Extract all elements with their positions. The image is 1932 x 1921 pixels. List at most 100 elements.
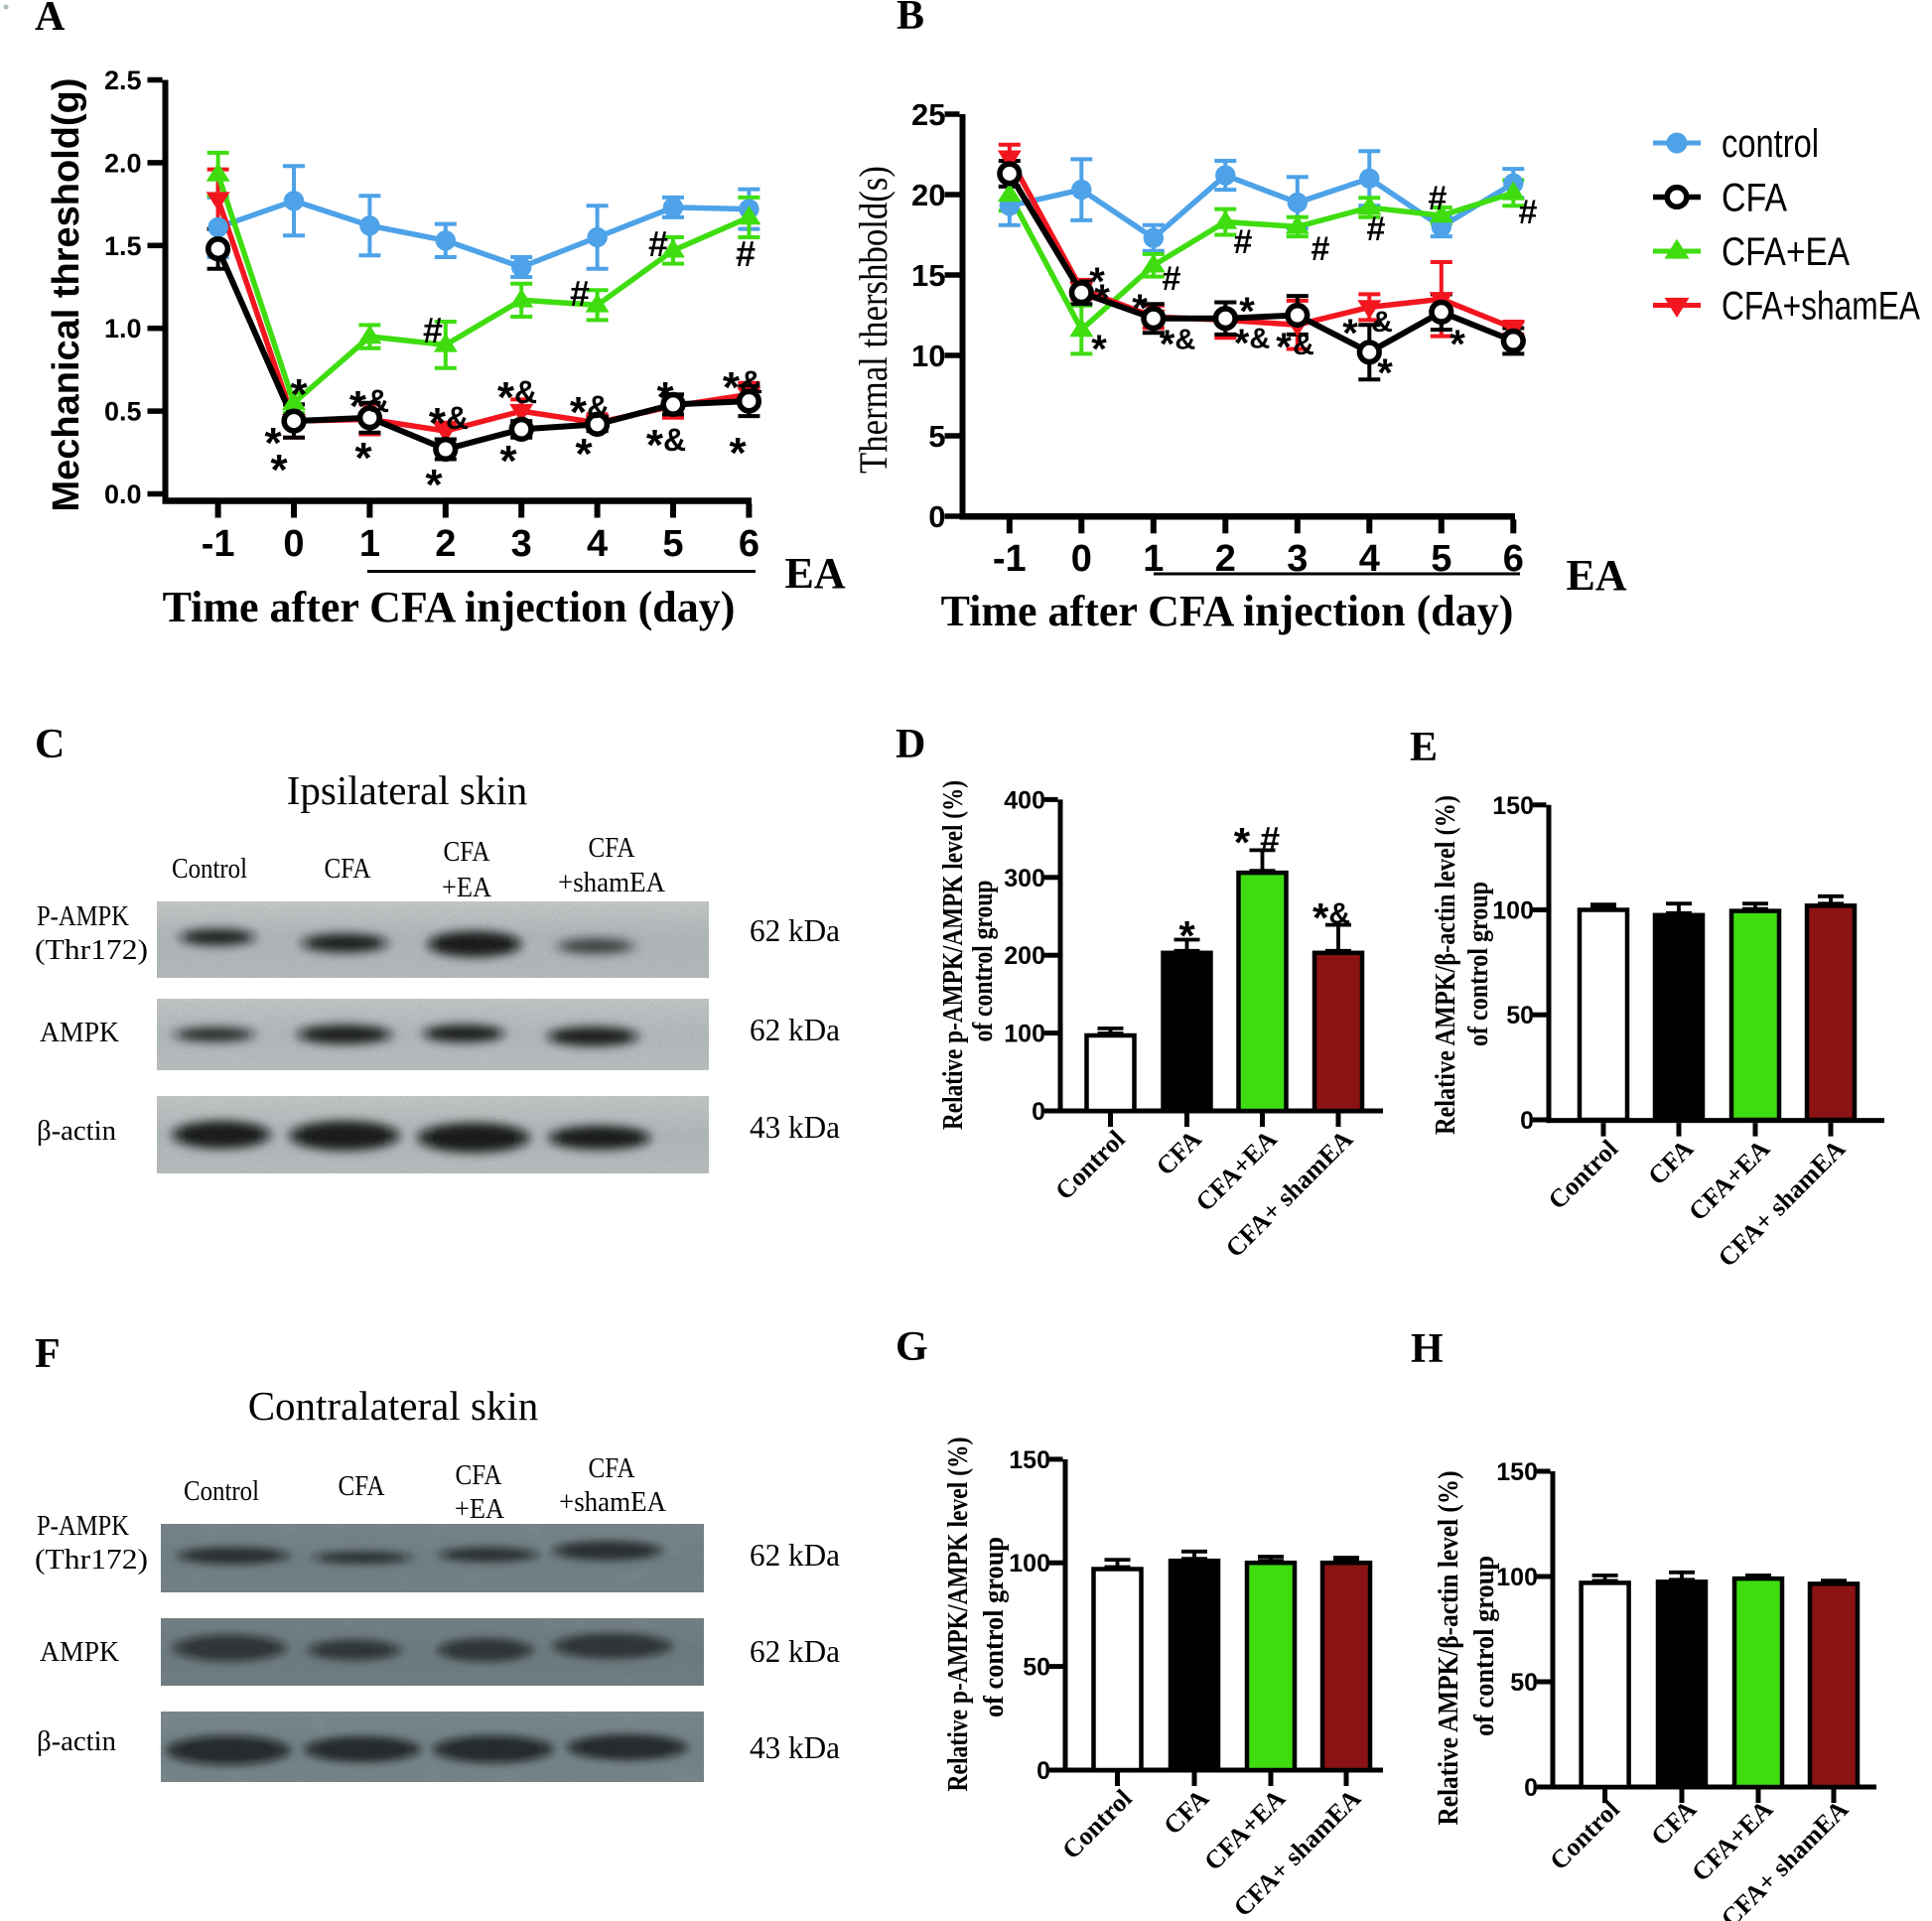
svg-text:100: 100 — [1009, 1550, 1050, 1578]
svg-text:50: 50 — [1023, 1654, 1050, 1682]
svg-text:Relative AMPK/β-actin level (%: Relative AMPK/β-actin level (%) — [1431, 795, 1461, 1135]
svg-text:of control group: of control group — [1469, 1556, 1500, 1736]
svg-text:#: # — [736, 233, 756, 274]
svg-text:*: * — [1449, 323, 1465, 366]
svg-text:*: * — [1132, 287, 1148, 331]
svg-text:4: 4 — [587, 523, 608, 565]
svg-text:EA: EA — [1566, 551, 1626, 600]
svg-text:1: 1 — [359, 523, 380, 565]
svg-text:*&: *& — [1160, 323, 1196, 366]
svg-text:*&: *& — [1312, 894, 1350, 941]
svg-text:control: control — [1722, 122, 1819, 166]
svg-text:CFA: CFA — [589, 833, 636, 864]
svg-text:Relative AMPK/β-actin level (%: Relative AMPK/β-actin level (%) — [1434, 1471, 1464, 1826]
svg-text:3: 3 — [511, 523, 532, 565]
svg-text:1: 1 — [1143, 538, 1164, 580]
svg-text:D: D — [896, 722, 925, 767]
svg-text:*: * — [354, 434, 372, 482]
svg-text:P-AMPK: P-AMPK — [37, 900, 129, 932]
svg-text:*&: *& — [349, 382, 389, 431]
svg-text:β-actin: β-actin — [37, 1725, 116, 1757]
svg-text:150: 150 — [1492, 792, 1534, 820]
svg-text:#: # — [1519, 194, 1538, 231]
svg-text:0: 0 — [1036, 1757, 1050, 1785]
svg-text:6: 6 — [739, 523, 759, 565]
svg-text:*: * — [264, 419, 282, 468]
svg-text:25: 25 — [911, 97, 945, 132]
svg-text:43 kDa: 43 kDa — [750, 1729, 840, 1765]
svg-text:0: 0 — [1071, 538, 1092, 580]
svg-text:CFA: CFA — [325, 854, 372, 885]
svg-text:62 kDa: 62 kDa — [750, 912, 840, 948]
svg-text:100: 100 — [1496, 1564, 1538, 1591]
svg-text:#: # — [648, 223, 668, 264]
svg-text:Time after CFA injection (day): Time after CFA injection (day) — [941, 587, 1514, 635]
svg-text:β-actin: β-actin — [37, 1115, 116, 1147]
svg-text:E: E — [1410, 725, 1438, 770]
svg-text:C: C — [35, 722, 65, 767]
svg-text:2: 2 — [435, 523, 456, 565]
svg-text:H: H — [1411, 1326, 1444, 1372]
svg-text:0: 0 — [1524, 1774, 1538, 1802]
svg-text:*: * — [575, 430, 593, 479]
svg-text:-1: -1 — [202, 523, 235, 565]
svg-text:CFA: CFA — [339, 1471, 386, 1502]
svg-text:*: * — [1276, 326, 1292, 369]
svg-text:4: 4 — [1359, 538, 1380, 580]
svg-text:EA: EA — [784, 549, 845, 598]
svg-text:2.5: 2.5 — [104, 66, 142, 95]
svg-text:CFA+EA: CFA+EA — [1722, 230, 1850, 274]
svg-text:43 kDa: 43 kDa — [750, 1109, 840, 1145]
svg-text:150: 150 — [1496, 1458, 1538, 1486]
svg-text:&: & — [1293, 329, 1314, 361]
svg-text:0: 0 — [1032, 1098, 1045, 1126]
svg-text:5: 5 — [662, 523, 683, 565]
svg-text:62 kDa: 62 kDa — [750, 1633, 840, 1669]
svg-text:*&: *& — [570, 388, 610, 437]
svg-text:F: F — [35, 1331, 61, 1377]
svg-text:15: 15 — [911, 258, 945, 293]
svg-text:*: * — [1377, 351, 1393, 395]
svg-text:3: 3 — [1287, 538, 1308, 580]
svg-text:#: # — [423, 310, 443, 350]
svg-text:CFA: CFA — [456, 1460, 503, 1491]
svg-text:+EA: +EA — [455, 1494, 505, 1525]
svg-text:*: * — [290, 370, 308, 419]
svg-text:Relative p-AMPK/AMPK level (%): Relative p-AMPK/AMPK level (%) — [943, 1438, 974, 1792]
svg-text:(Thr172): (Thr172) — [35, 1544, 148, 1576]
svg-text:Relative p-AMPK/AMPK level (%): Relative p-AMPK/AMPK level (%) — [938, 780, 969, 1130]
svg-text:#: # — [1234, 223, 1253, 261]
svg-text:+shamEA: +shamEA — [558, 868, 666, 898]
svg-text:CFA: CFA — [1722, 177, 1787, 220]
svg-text:0.0: 0.0 — [104, 480, 142, 509]
svg-text:&: & — [1371, 306, 1393, 339]
svg-text:AMPK: AMPK — [40, 1017, 119, 1048]
svg-text:of control group: of control group — [979, 1537, 1010, 1717]
svg-text:400: 400 — [1004, 786, 1045, 814]
svg-text:10: 10 — [911, 339, 945, 373]
svg-text:150: 150 — [1009, 1446, 1050, 1474]
svg-text:62 kDa: 62 kDa — [750, 1012, 840, 1047]
svg-text:5: 5 — [1431, 538, 1451, 580]
svg-text:*: * — [1094, 277, 1110, 321]
svg-text:*&: *& — [646, 421, 686, 470]
svg-text:Control: Control — [184, 1476, 259, 1507]
svg-text:#: # — [570, 273, 590, 314]
svg-text:Control: Control — [172, 854, 247, 885]
svg-text:*: * — [1178, 912, 1195, 959]
svg-text:20: 20 — [911, 178, 945, 212]
svg-text:62 kDa: 62 kDa — [750, 1537, 840, 1573]
svg-text:50: 50 — [1510, 1669, 1538, 1697]
svg-text:*: * — [270, 446, 288, 494]
svg-text:CFA: CFA — [589, 1453, 636, 1484]
svg-text:2: 2 — [1215, 538, 1236, 580]
svg-text:+EA: +EA — [442, 873, 492, 903]
svg-text:G: G — [896, 1324, 928, 1370]
svg-text:*: * — [729, 429, 747, 478]
svg-text:(Thr172): (Thr172) — [35, 934, 148, 966]
svg-text:#: # — [1163, 260, 1181, 298]
svg-text:#: # — [1367, 210, 1386, 248]
svg-text:0: 0 — [283, 523, 304, 565]
svg-text:*: * — [1091, 328, 1107, 371]
svg-text:0: 0 — [1520, 1107, 1534, 1135]
